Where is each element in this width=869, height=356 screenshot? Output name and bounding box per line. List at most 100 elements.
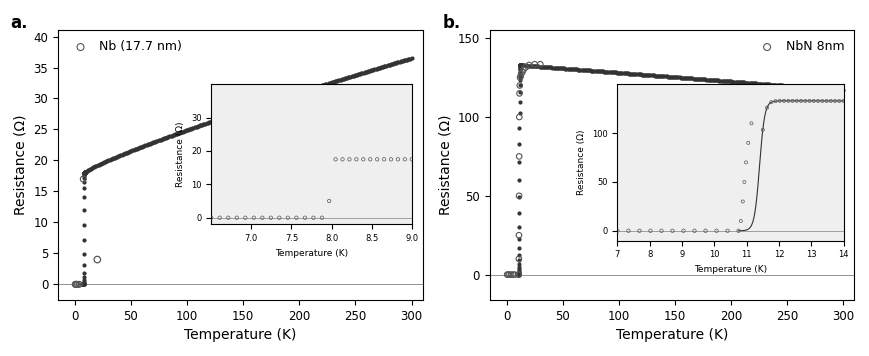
Point [512,177,526,183]
Point [530,63,544,69]
Point [85,165,99,171]
Point [697,77,711,82]
Point [604,69,618,75]
Point [512,245,526,251]
Point [541,64,554,70]
Point [149,139,163,145]
Point [820,86,834,92]
Point [527,61,541,67]
Point [104,156,118,162]
Point [754,81,768,87]
Point [687,76,700,82]
Point [656,73,670,79]
Point [120,150,134,155]
Point [78,169,92,175]
Point [211,116,225,122]
Point [599,69,613,75]
Point [694,77,708,82]
Point [644,72,658,78]
Point [77,170,91,176]
Point [222,112,236,118]
Point [747,80,761,86]
Point [282,93,296,99]
Point [343,74,357,79]
Point [76,282,90,287]
Point [77,169,91,175]
Point [614,70,628,76]
Point [379,63,393,69]
Point [87,164,101,170]
Point [160,134,174,140]
Point [285,92,299,98]
Point [76,251,90,257]
Point [786,84,799,89]
Point [618,70,632,76]
Point [707,77,721,83]
Point [649,73,663,79]
Point [119,150,133,156]
Point [531,64,545,69]
Point [808,85,822,91]
Point [648,73,662,78]
Point [156,136,169,142]
Point [777,83,791,89]
Point [512,90,526,96]
Point [625,71,639,77]
Point [511,271,525,277]
Point [103,157,117,162]
Point [513,75,527,80]
Point [318,82,332,87]
Point [216,115,229,120]
Point [559,66,573,72]
Point [329,78,343,84]
Point [693,76,707,82]
Point [76,207,90,213]
Point [513,62,527,68]
Point [667,74,681,80]
Point [76,282,90,287]
Point [792,84,806,90]
Point [554,66,567,71]
Point [243,106,257,111]
Point [183,126,197,132]
Point [826,87,839,92]
Point [368,66,382,72]
Point [582,68,596,73]
Point [77,170,91,176]
Point [78,169,92,175]
Point [584,68,598,73]
Point [138,142,152,148]
Point [511,272,525,277]
Point [831,87,845,93]
Point [163,134,176,139]
Point [821,86,835,92]
Point [574,67,587,73]
Point [128,147,142,152]
Point [352,71,366,77]
Point [815,86,829,91]
Y-axis label: Resistance (Ω): Resistance (Ω) [438,115,452,215]
Point [634,72,648,77]
Point [761,82,775,87]
Point [77,179,91,185]
Point [304,86,318,92]
Point [826,87,840,93]
Point [727,79,741,85]
Point [189,124,202,130]
Point [771,82,785,88]
Point [78,169,92,175]
Point [144,140,158,146]
Point [793,84,806,90]
Point [203,119,217,125]
Point [392,59,406,65]
Point [256,101,270,107]
Point [367,67,381,72]
Point [78,169,92,175]
Point [382,62,396,68]
Point [177,128,191,134]
Point [250,103,264,109]
Point [245,105,259,111]
Point [83,166,96,172]
Point [235,109,249,114]
Point [608,70,622,75]
